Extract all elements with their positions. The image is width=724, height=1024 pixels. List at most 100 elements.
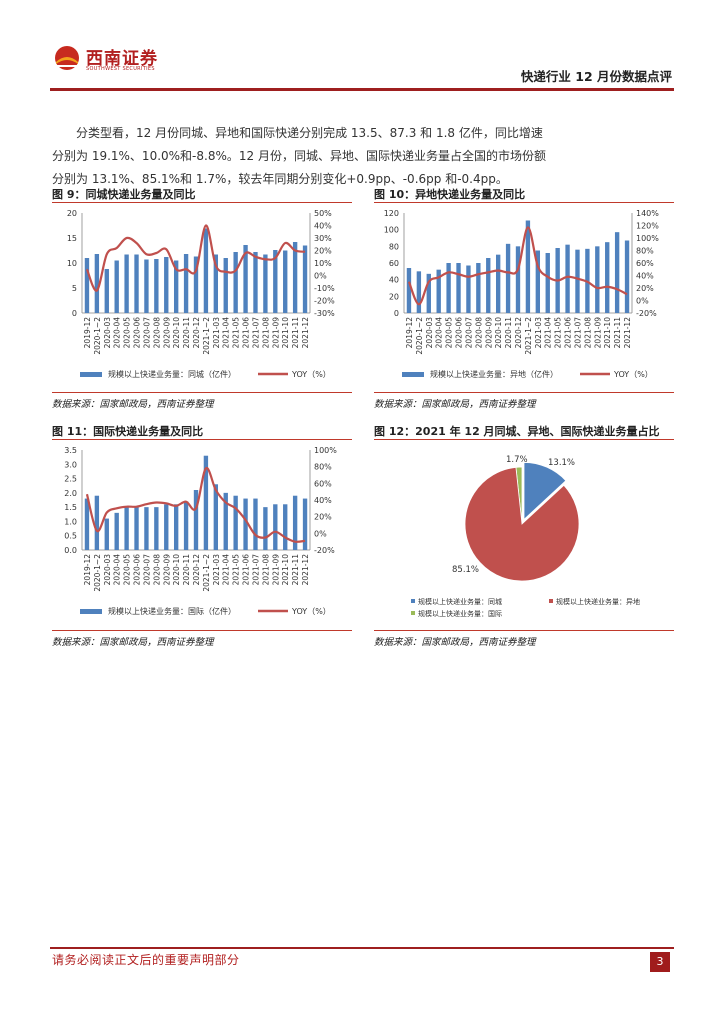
- x-tick-label: 2020-12: [514, 317, 523, 349]
- fig12-source: 数据来源：国家邮政局，西南证券整理: [374, 637, 536, 648]
- bar: [416, 271, 422, 313]
- bar: [446, 263, 451, 313]
- bar: [94, 254, 100, 313]
- y-tick-left: 0: [394, 309, 399, 318]
- x-tick-label: 2021-03: [212, 554, 221, 586]
- bar: [193, 490, 199, 550]
- x-tick-label: 2021-03: [534, 317, 543, 349]
- y-tick-right: -30%: [314, 309, 335, 318]
- x-tick-label: 2020-05: [123, 554, 132, 586]
- bar: [253, 498, 258, 550]
- y-tick-left: 2.0: [64, 489, 77, 498]
- bar: [94, 495, 100, 550]
- x-tick-label: 2020-08: [152, 554, 161, 586]
- fig10-title: 图 10：异地快递业务量及同比: [374, 188, 526, 201]
- x-tick-label: 2021-07: [251, 317, 260, 349]
- fig12-chart: 13.1% 1.7% 85.1% 规模以上快递业务量：同城 规模以上快递业务量：异地规模…: [411, 455, 640, 618]
- footer-disclaimer: 请务必阅读正文后的重要声明部分: [52, 953, 240, 967]
- bar: [575, 249, 580, 313]
- x-tick-label: 2021-1~2: [202, 317, 211, 355]
- x-tick-label: 2021-06: [564, 317, 573, 349]
- fig12-title-rule: [374, 439, 674, 440]
- yoy-line: [407, 226, 628, 306]
- bar: [263, 254, 268, 313]
- bar: [104, 269, 109, 313]
- y-tick-left: 0.5: [64, 532, 77, 541]
- pie-label: 13.1%: [548, 458, 575, 468]
- fig10-source: 数据来源：国家邮政局，西南证券整理: [374, 399, 536, 410]
- y-tick-right: 60%: [636, 259, 654, 268]
- bar: [114, 260, 119, 313]
- bar: [263, 507, 268, 550]
- fig10-source-rule: [374, 392, 674, 393]
- x-tick-label: 2020-04: [113, 317, 122, 349]
- y-tick-right: 0%: [636, 297, 649, 306]
- bar: [535, 250, 541, 313]
- x-tick-label: 2021-12: [301, 554, 310, 586]
- x-tick-label: 2021-10: [603, 317, 612, 349]
- y-tick-left: 10: [67, 259, 77, 268]
- legend-swatch: [411, 599, 415, 603]
- yoy-line: [85, 467, 306, 543]
- logo-subtext: SOUTHWEST SECURITIES: [86, 66, 155, 72]
- bar: [223, 492, 228, 550]
- legend-line-label: YOY（%）: [291, 370, 331, 379]
- y-tick-right: 30%: [314, 234, 332, 243]
- y-tick-left: 1.0: [64, 517, 77, 526]
- fig9-title-rule: [52, 202, 352, 203]
- y-tick-left: 100: [384, 226, 399, 235]
- x-tick-label: 2019-12: [405, 317, 414, 349]
- bar: [292, 242, 298, 313]
- x-tick-label: 2020-08: [474, 317, 483, 349]
- x-tick-label: 2020-09: [484, 317, 493, 349]
- x-tick-label: 2020-11: [182, 317, 191, 349]
- legend-line-label: YOY（%）: [613, 370, 653, 379]
- fig12-source-rule: [374, 630, 674, 631]
- header-divider: [50, 88, 674, 91]
- x-tick-label: 2021-06: [242, 317, 251, 349]
- bar: [134, 254, 139, 313]
- bar: [183, 501, 189, 550]
- bar: [164, 257, 169, 313]
- y-tick-right: 100%: [314, 446, 337, 455]
- y-tick-left: 0: [72, 309, 77, 318]
- bar: [466, 265, 471, 313]
- fig11-title: 图 11：国际快递业务量及同比: [52, 425, 204, 438]
- x-tick-label: 2020-09: [162, 317, 171, 349]
- bar: [605, 242, 610, 313]
- y-tick-left: 20: [67, 209, 77, 218]
- logo-icon: [55, 46, 79, 70]
- bar: [213, 484, 219, 550]
- y-tick-right: 60%: [314, 479, 332, 488]
- bar: [104, 518, 109, 550]
- x-tick-label: 2020-09: [162, 554, 171, 586]
- bar: [164, 504, 169, 550]
- bar: [183, 254, 189, 313]
- x-tick-label: 2020-07: [142, 317, 151, 349]
- legend-line-label: YOY（%）: [291, 607, 331, 616]
- bar: [253, 252, 258, 313]
- x-tick-label: 2021-08: [583, 317, 592, 349]
- x-tick-label: 2021-05: [554, 317, 563, 349]
- bar: [124, 507, 129, 550]
- y-tick-right: -20%: [636, 309, 657, 318]
- bar: [525, 220, 531, 313]
- fig11-chart: 0.0 0.5 1.0 1.5 2.0 2.5 3.0 3.5 -20% 0% 20% 40% 60% 8…: [64, 446, 337, 616]
- x-tick-label: 2020-07: [142, 554, 151, 586]
- x-tick-label: 2021-1~2: [202, 554, 211, 592]
- bar: [203, 455, 209, 550]
- bar: [302, 245, 308, 313]
- bar: [213, 254, 219, 313]
- legend-label: 规模以上快递业务量：异地: [556, 597, 640, 606]
- para-line-1: 分类型看，12 月份同城、异地和国际快递分别完成 13.5、87.3 和 1.8…: [76, 126, 543, 140]
- fig12-title: 图 12：2021 年 12 月同城、异地、国际快递业务量占比: [374, 425, 660, 438]
- y-tick-right: 0%: [314, 272, 327, 281]
- bar: [486, 258, 491, 313]
- x-tick-label: 2021-10: [281, 554, 290, 586]
- fig9-source-rule: [52, 392, 352, 393]
- para-line-3: 分别为 13.1%、85.1%和 1.7%，较去年同期分别变化+0.9pp、-0…: [52, 172, 508, 186]
- x-tick-label: 2021-03: [212, 317, 221, 349]
- fig10-chart: 0 20 40 60 80 100 120 -20% 0% 20% 40% 60% 80% 100% 120…: [384, 209, 660, 379]
- bar: [456, 263, 461, 313]
- x-tick-label: 2020-06: [133, 554, 142, 586]
